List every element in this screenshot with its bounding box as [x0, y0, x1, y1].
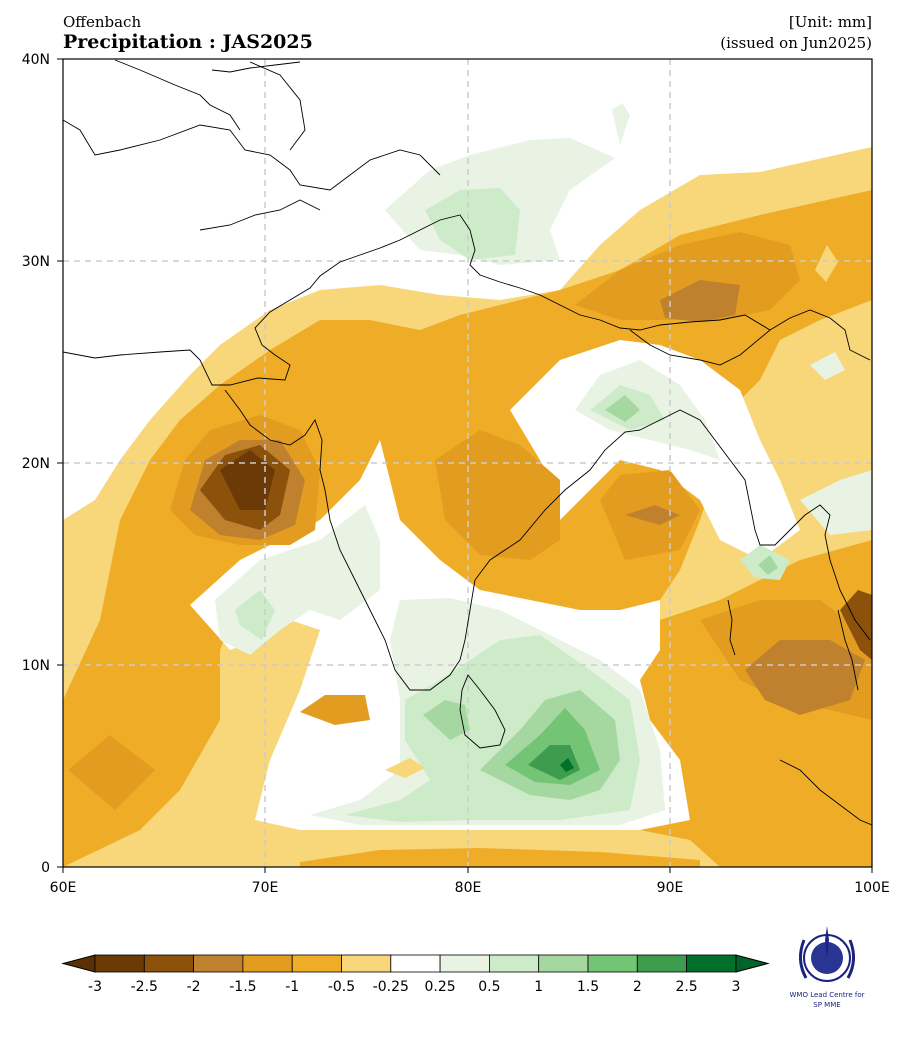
coast-andaman	[727, 599, 736, 656]
colorbar-swatch	[488, 954, 540, 973]
colorbar-swatch	[587, 954, 638, 973]
anomaly-zone-midgreen-bay	[605, 395, 640, 422]
x-tick-label: 70E	[252, 880, 279, 896]
colorbar-swatch	[686, 954, 737, 973]
colorbar-swatch	[143, 954, 195, 973]
colorbar-tick-label: 2	[633, 979, 642, 995]
anomaly-zone-orange-equator	[300, 848, 700, 867]
coast-sumatra	[779, 759, 872, 826]
x-tick-label: 60E	[50, 880, 77, 896]
issued-label: (issued on Jun2025)	[720, 34, 872, 52]
anomaly-zone-deepbrown-west	[220, 450, 275, 510]
anomaly-zone-pale-south	[385, 758, 425, 778]
colorbar-swatch	[636, 954, 687, 973]
anomaly-zone-lightgreen-tibet	[612, 103, 630, 145]
logo-caption-line2: SP MME	[813, 1001, 840, 1009]
colorbar-swatch	[94, 954, 145, 973]
colorbar-swatch	[538, 954, 589, 973]
colorbar-tick-label: 1.5	[577, 979, 599, 995]
anomaly-zone-green-north	[425, 188, 520, 260]
anomaly-zone-brown-bay	[625, 505, 680, 525]
y-tick-label: 0	[41, 860, 50, 876]
y-tick-label: 20N	[22, 456, 50, 472]
y-tick-label: 10N	[22, 658, 50, 674]
colorbar-tick-label: -2	[187, 979, 201, 995]
coast-sri-lanka	[459, 674, 506, 749]
anomaly-zone-white-bay	[510, 340, 800, 560]
unit-label: [Unit: mm]	[788, 13, 872, 31]
colorbar-tick-label: 3	[731, 979, 740, 995]
wmo-compass-star	[825, 926, 829, 958]
anomaly-zone-lightgreen-northeast	[810, 352, 845, 380]
gridlines	[63, 59, 872, 867]
colorbar-extend-over	[735, 954, 770, 973]
y-tick-label: 40N	[22, 52, 50, 68]
anomaly-zone-peak-green	[560, 758, 574, 772]
y-tick-label: 30N	[22, 254, 50, 270]
wmo-laurel-right	[846, 939, 855, 979]
anomaly-zone-darkorange-himalaya	[575, 232, 800, 320]
wmo-laurel-left	[799, 939, 808, 979]
anomaly-zone-brown-andaman	[745, 640, 865, 715]
colorbar-swatch	[193, 954, 244, 973]
anomaly-zone-midgreen-myanmar	[758, 555, 778, 575]
colorbar-extend-under	[61, 954, 96, 973]
border-north	[114, 59, 241, 131]
anomaly-zone-midgreen-lanka	[423, 700, 470, 740]
coast-bay-east	[639, 409, 871, 641]
colorbar-swatch	[291, 954, 342, 973]
colorbar-swatch	[242, 954, 293, 973]
x-tick-label: 100E	[854, 880, 890, 896]
border-north-2	[211, 61, 301, 73]
border-pakistan	[199, 199, 321, 231]
axis-labels: 60E 70E 80E 90E 100E 40N 30N 20N 10N 0	[22, 52, 890, 896]
colorbar-tick-label: 2.5	[675, 979, 697, 995]
colorbar-tick-label: 1	[534, 979, 543, 995]
anomaly-zone-lightgreen-east	[800, 470, 872, 535]
border-afghanistan	[249, 61, 306, 151]
coastlines	[63, 59, 872, 826]
colorbar: -3 -2.5 -2 -1.5 -1 -0.5 -0.25 0.25 0.5 1 1.5 2 2.5 3	[61, 954, 770, 995]
colorbar-tick-label: -0.25	[373, 979, 409, 995]
colorbar-swatch	[439, 954, 490, 973]
anomaly-zone-darkorange-laccadive	[300, 695, 370, 725]
colorbar-tick-label: 0.5	[478, 979, 500, 995]
anomaly-zone-darkbrown-malay	[840, 590, 872, 660]
colorbar-tick-label: -0.5	[328, 979, 355, 995]
border-central-asia	[63, 119, 441, 191]
anomaly-zone-brown-himalaya	[660, 280, 740, 322]
colorbar-swatch	[341, 954, 392, 973]
coast-northwest-india	[63, 214, 771, 386]
colorbar-tick-label: -1	[285, 979, 299, 995]
colorbar-tick-label: -3	[88, 979, 102, 995]
anomaly-zone-darkorange-arabian	[68, 735, 155, 810]
colorbar-swatch	[390, 954, 441, 973]
logo-caption-line1: WMO Lead Centre for	[790, 991, 865, 999]
colorbar-tick-label: -2.5	[131, 979, 158, 995]
x-tick-label: 80E	[455, 880, 482, 896]
colorbar-tick-label: -1.5	[229, 979, 256, 995]
axis-ticks	[57, 58, 873, 873]
source-label: Offenbach	[63, 13, 142, 31]
map-title: Precipitation : JAS2025	[63, 31, 313, 53]
wmo-logo: WMO Lead Centre for SP MME	[790, 926, 865, 1009]
x-tick-label: 90E	[657, 880, 684, 896]
anomaly-zone-pale-northeast	[815, 245, 838, 282]
colorbar-tick-label: 0.25	[425, 979, 456, 995]
coast-malay	[837, 609, 859, 691]
coast-india-peninsula	[224, 389, 641, 691]
border-himalaya-east	[629, 309, 871, 366]
